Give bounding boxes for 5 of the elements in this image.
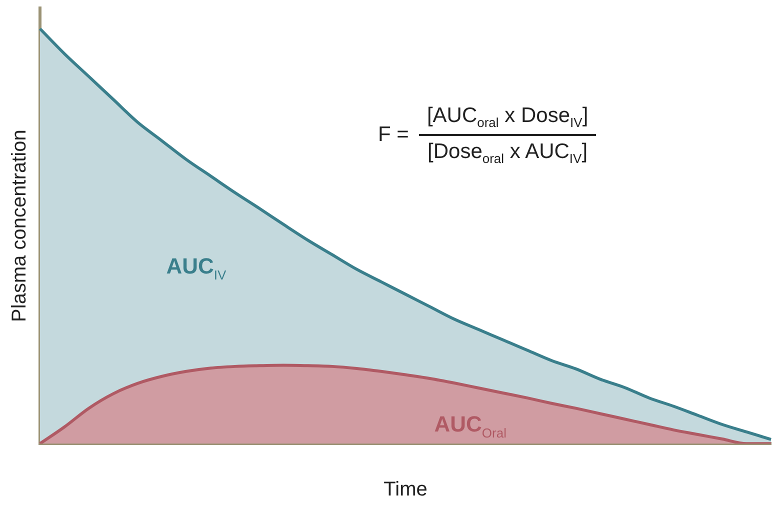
annotation: F = [378,123,409,148]
annotation: [AUC$_{oral}$ x Dose$_{IV}$] [418,104,596,136]
y-axis-title: Plasma concentration [8,130,31,322]
x-axis-title: Time [384,478,428,501]
annotation: [Dose$_{oral}$ x AUC$_{IV}$] [426,139,589,166]
